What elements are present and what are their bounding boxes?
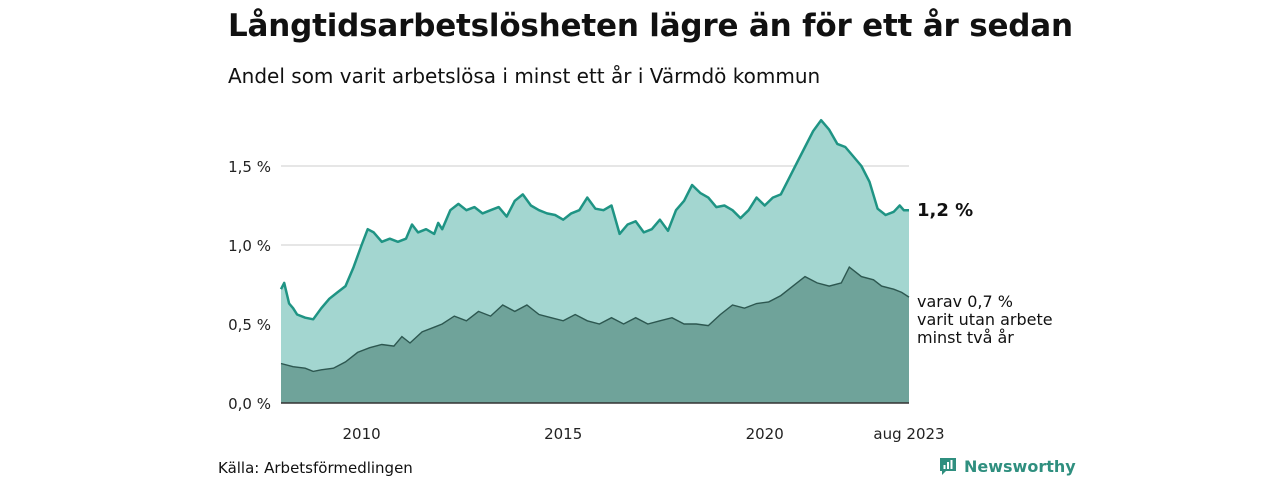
line-two-years	[280, 266, 910, 373]
end-label-two-years: varav 0,7 %	[917, 292, 1013, 311]
y-tick-label: 0,0 %	[228, 395, 271, 413]
area-chart: 0,0 % 0,5 % 1,0 % 1,5 % 2010 2015 2020 aug 2023…	[228, 118, 1053, 443]
end-label-two-years: minst två år	[917, 328, 1014, 347]
y-tick-label: 1,0 %	[228, 237, 271, 255]
brand-name: Newsworthy	[964, 456, 1076, 476]
chart-subtitle: Andel som varit arbetslösa i minst ett å…	[228, 64, 821, 88]
end-label-two-years: varit utan arbete	[917, 310, 1053, 329]
source-note: Källa: Arbetsförmedlingen	[218, 459, 413, 477]
x-tick-label: 2020	[746, 425, 784, 443]
area-two-years	[281, 267, 909, 403]
y-tick-label: 0,5 %	[228, 316, 271, 334]
brand-logo[interactable]: Newsworthy	[938, 456, 1076, 476]
end-label-total: 1,2 %	[917, 200, 973, 221]
x-tick-label: 2010	[343, 425, 381, 443]
x-tick-label: aug 2023	[873, 425, 944, 443]
y-tick-label: 1,5 %	[228, 158, 271, 176]
chart-title: Långtidsarbetslösheten lägre än för ett …	[228, 8, 1073, 44]
newsworthy-logo-icon	[940, 458, 956, 475]
line-total	[279, 118, 909, 321]
x-tick-label: 2015	[544, 425, 582, 443]
